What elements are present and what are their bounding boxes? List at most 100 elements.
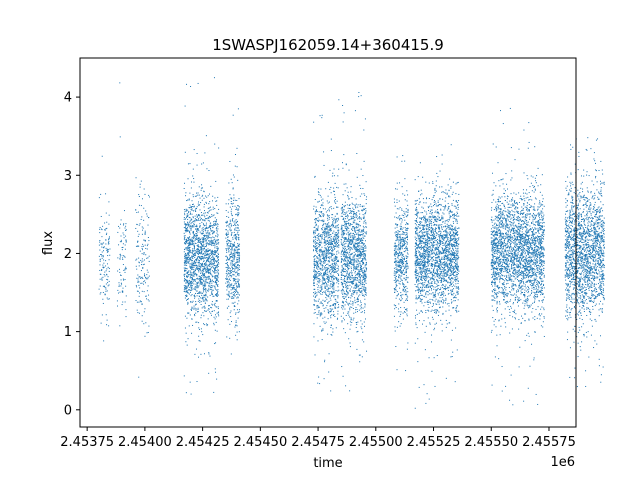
data-point <box>322 269 324 271</box>
data-point <box>236 288 237 290</box>
data-point <box>207 318 209 320</box>
data-point <box>204 268 206 270</box>
data-point <box>196 228 198 230</box>
data-point <box>351 295 353 297</box>
data-point <box>235 234 237 236</box>
data-point <box>235 214 237 216</box>
data-point <box>334 222 336 224</box>
data-point <box>347 214 349 216</box>
data-point <box>363 227 365 229</box>
data-point <box>200 248 202 250</box>
data-point <box>194 195 196 197</box>
data-point <box>404 266 406 268</box>
data-point <box>205 293 207 295</box>
data-point <box>203 261 205 263</box>
data-point <box>144 274 146 276</box>
data-point <box>229 286 231 288</box>
data-point <box>352 221 354 223</box>
data-point <box>230 201 232 203</box>
data-point <box>359 361 361 363</box>
data-point <box>400 241 402 243</box>
data-point <box>334 242 336 244</box>
data-point <box>316 305 318 307</box>
data-point <box>350 223 352 225</box>
data-point <box>362 278 364 280</box>
data-point <box>402 318 404 320</box>
data-point <box>362 247 364 249</box>
data-point <box>237 292 239 294</box>
data-point <box>320 314 322 316</box>
data-point <box>192 239 194 241</box>
data-point <box>326 252 328 254</box>
data-point <box>334 259 336 261</box>
data-point <box>203 224 205 226</box>
data-point <box>365 287 367 289</box>
data-point <box>202 262 204 264</box>
data-point <box>325 292 327 294</box>
data-point <box>320 196 322 198</box>
data-point <box>195 283 197 285</box>
data-point <box>189 204 191 206</box>
data-point <box>356 290 358 292</box>
data-point <box>341 282 343 284</box>
data-point <box>118 244 120 246</box>
data-point <box>195 312 197 314</box>
data-point <box>343 206 345 208</box>
data-point <box>135 227 137 229</box>
data-point <box>331 175 333 177</box>
data-point <box>231 283 233 285</box>
data-point <box>207 238 209 239</box>
data-point <box>349 208 351 210</box>
data-point <box>100 322 102 324</box>
data-point <box>364 303 366 305</box>
data-point <box>336 251 338 253</box>
data-point <box>138 376 140 378</box>
data-point <box>228 278 230 280</box>
data-point <box>345 263 347 265</box>
data-point <box>231 266 233 268</box>
data-point <box>233 194 235 196</box>
data-point <box>192 300 194 302</box>
data-point <box>324 274 326 276</box>
data-point <box>199 242 201 244</box>
data-point <box>360 276 362 278</box>
data-point <box>207 251 209 253</box>
data-point <box>201 331 203 333</box>
data-point <box>233 309 235 311</box>
data-point <box>332 267 334 269</box>
data-point <box>183 262 185 264</box>
data-point <box>192 307 194 309</box>
data-point <box>207 248 209 250</box>
data-point <box>344 298 345 300</box>
data-point <box>358 289 360 291</box>
data-point <box>328 253 330 255</box>
data-point <box>326 233 328 235</box>
data-point <box>404 213 406 215</box>
data-point <box>206 276 208 278</box>
data-point <box>323 273 325 275</box>
data-point <box>185 258 187 260</box>
data-point <box>119 256 121 258</box>
data-point <box>236 252 238 254</box>
data-point <box>333 313 335 315</box>
data-point <box>318 243 320 245</box>
data-point <box>358 231 360 233</box>
data-point <box>203 285 205 287</box>
data-point <box>322 205 324 207</box>
data-point <box>365 278 367 280</box>
data-point <box>363 208 365 210</box>
data-point <box>336 277 338 279</box>
data-point <box>105 290 107 292</box>
data-point <box>343 280 345 282</box>
data-point <box>136 286 138 288</box>
data-point <box>362 273 364 275</box>
data-point <box>189 249 191 251</box>
data-point <box>326 225 328 227</box>
data-point <box>318 241 320 243</box>
data-point <box>361 252 363 254</box>
data-point <box>105 234 107 236</box>
data-point <box>316 255 318 257</box>
data-point <box>234 295 236 297</box>
data-point <box>357 278 359 280</box>
data-point <box>213 254 215 256</box>
